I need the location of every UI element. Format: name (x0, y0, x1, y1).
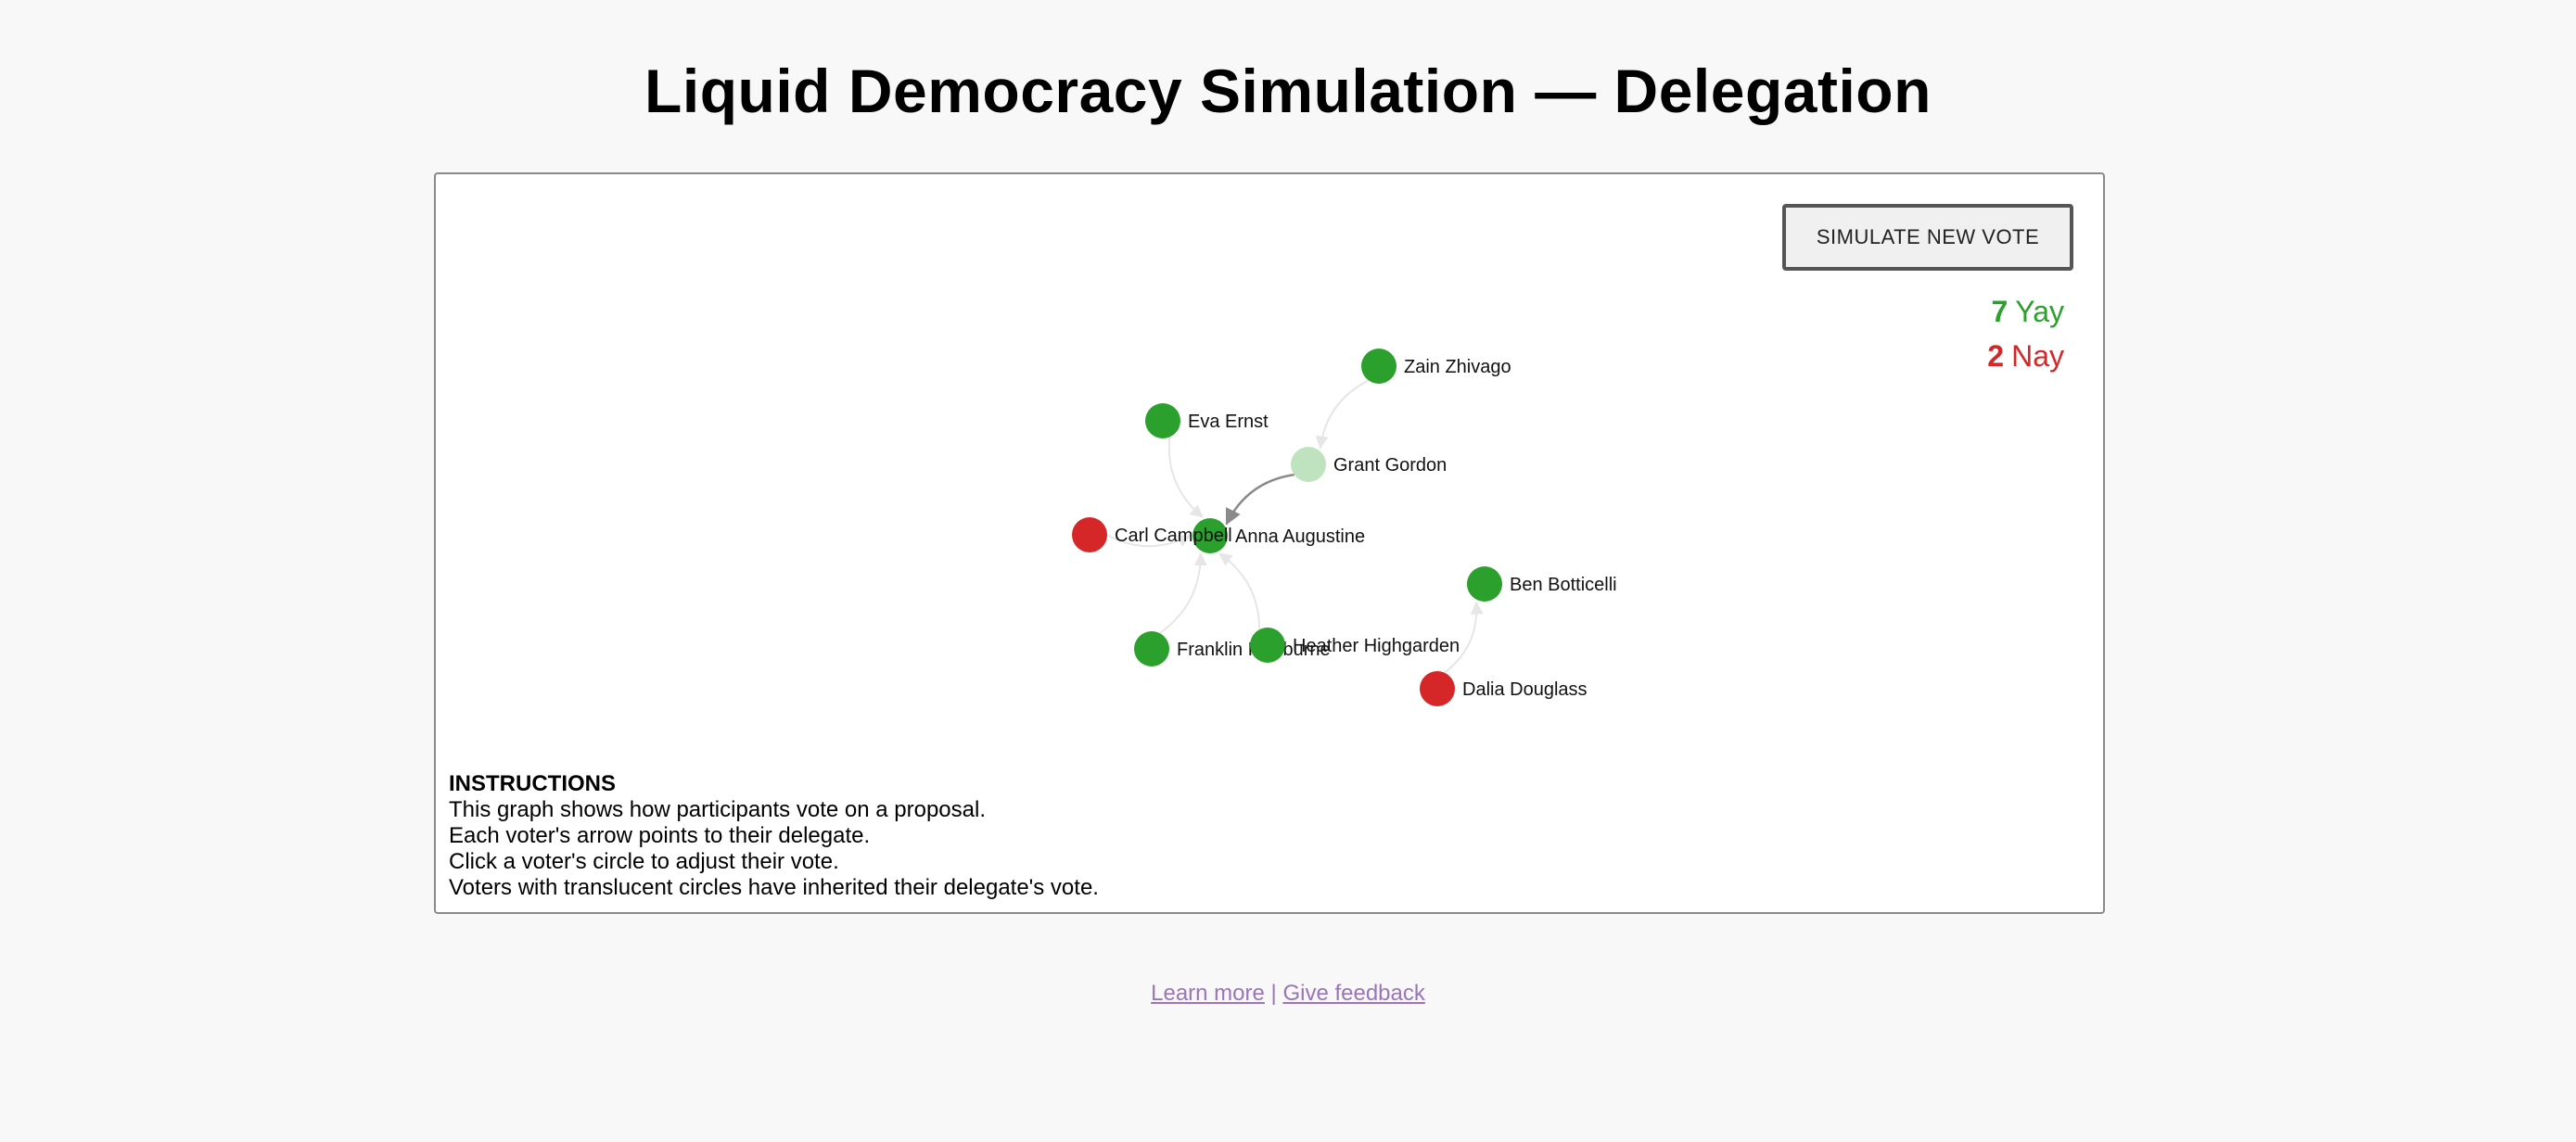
voter-label-dalia: Dalia Douglass (1462, 679, 1588, 700)
delegation-arrow-carl-to-anna (1106, 534, 1192, 548)
instructions-line: This graph shows how participants vote o… (449, 797, 986, 822)
voter-label-ben: Ben Botticelli (1510, 575, 1617, 595)
instructions: INSTRUCTIONS This graph shows how partic… (449, 771, 1099, 901)
delegation-arrow-zain-to-grant (1315, 379, 1370, 450)
simulate-new-vote-button[interactable]: SIMULATE NEW VOTE (1782, 204, 2073, 271)
voter-circle-anna[interactable] (1192, 518, 1228, 553)
delegation-arrow-dalia-to-ben (1444, 601, 1484, 674)
voter-label-anna: Anna Augustine (1235, 527, 1365, 547)
voter-circle-dalia[interactable] (1420, 671, 1455, 706)
simulation-panel: Anna Augustine Ben Botticelli Carl Campbel… (434, 172, 2105, 914)
yay-count: 7 (1991, 295, 2009, 328)
delegation-arrow-franklin-to-anna (1159, 552, 1207, 634)
nay-tally: 2 Nay (1987, 339, 2064, 374)
instructions-line: Each voter's arrow points to their deleg… (449, 823, 871, 848)
yay-tally: 7 Yay (1991, 295, 2064, 329)
voter-label-eva: Eva Ernst (1188, 412, 1269, 432)
delegation-arrow-eva-to-anna (1167, 437, 1204, 518)
yay-label: Yay (2015, 295, 2064, 328)
voter-circle-grant[interactable] (1291, 447, 1326, 482)
footer: Learn more | Give feedback (0, 981, 2576, 1007)
delegation-arrow-grant-to-anna (1225, 473, 1294, 526)
learn-more-link[interactable]: Learn more (1151, 981, 1265, 1006)
voter-circle-franklin[interactable] (1134, 631, 1169, 666)
instructions-heading: INSTRUCTIONS (449, 771, 616, 796)
voter-label-carl: Carl Campbell (1115, 526, 1232, 546)
nay-count: 2 (1987, 339, 2005, 373)
voter-label-zain: Zain Zhivago (1404, 357, 1511, 377)
voter-circle-carl[interactable] (1072, 517, 1107, 552)
give-feedback-link[interactable]: Give feedback (1282, 981, 1425, 1006)
voter-circle-heather[interactable] (1250, 628, 1285, 663)
instructions-line: Click a voter's circle to adjust their v… (449, 849, 839, 874)
voter-label-grant: Grant Gordon (1333, 455, 1447, 476)
voter-circle-eva[interactable] (1145, 403, 1180, 438)
delegation-arrow-heather-to-anna (1218, 552, 1261, 630)
voter-circle-ben[interactable] (1467, 566, 1502, 602)
instructions-line: Voters with translucent circles have inh… (449, 875, 1099, 900)
nay-label: Nay (2011, 339, 2064, 373)
voter-label-heather: Heather Highgarden (1293, 636, 1460, 656)
footer-separator: | (1270, 981, 1277, 1006)
delegation-graph: Anna Augustine Ben Botticelli Carl Campbel… (1072, 349, 1617, 706)
page-title: Liquid Democracy Simulation — Delegation (644, 57, 1932, 125)
voter-circle-zain[interactable] (1361, 349, 1396, 384)
